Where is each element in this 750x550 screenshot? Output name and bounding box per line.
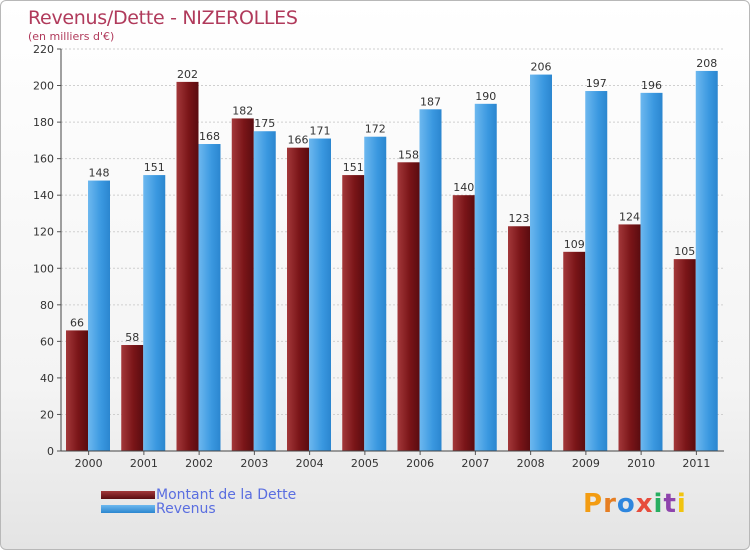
y-tick-label: 20 — [40, 408, 54, 421]
bar-debt-2004 — [287, 147, 309, 451]
data-label: 140 — [453, 181, 474, 194]
bar-revenue-2004 — [309, 138, 331, 451]
data-label: 187 — [420, 95, 441, 108]
data-label: 208 — [696, 57, 717, 70]
y-tick-label: 120 — [33, 226, 54, 239]
y-tick-label: 80 — [40, 299, 54, 312]
data-label: 124 — [619, 210, 640, 223]
x-tick-label: 2010 — [627, 457, 655, 470]
data-label: 158 — [398, 148, 419, 161]
proxiti-logo: Proxiti — [583, 489, 687, 519]
legend-swatch-debt — [101, 491, 155, 499]
y-tick-label: 220 — [33, 43, 54, 56]
data-label: 123 — [509, 212, 530, 225]
data-label: 172 — [365, 123, 386, 136]
bar-debt-2000 — [66, 330, 88, 451]
x-tick-label: 2001 — [130, 457, 158, 470]
y-tick-label: 40 — [40, 372, 54, 385]
data-label: 171 — [310, 125, 331, 138]
x-tick-label: 2004 — [296, 457, 324, 470]
bar-debt-2002 — [176, 81, 199, 452]
chart-subtitle: (en milliers d'€) — [28, 30, 115, 43]
bar-revenue-2000 — [88, 180, 110, 451]
data-label: 166 — [288, 134, 309, 147]
data-label: 175 — [254, 117, 275, 130]
y-tick-label: 60 — [40, 335, 54, 348]
data-label: 197 — [586, 77, 607, 90]
bar-revenue-2011 — [695, 70, 718, 451]
data-label: 109 — [564, 238, 585, 251]
x-tick-label: 2009 — [572, 457, 600, 470]
bar-revenue-2002 — [198, 144, 221, 451]
bar-debt-2005 — [342, 175, 365, 451]
bar-debt-2009 — [563, 251, 586, 451]
x-tick-label: 2008 — [517, 457, 545, 470]
data-label: 206 — [531, 61, 552, 74]
data-label: 182 — [232, 104, 253, 117]
y-tick-label: 180 — [33, 116, 54, 129]
bar-revenue-2007 — [474, 103, 497, 452]
data-label: 196 — [641, 79, 662, 92]
data-label: 202 — [177, 68, 198, 81]
x-tick-label: 2002 — [185, 457, 213, 470]
data-label: 105 — [674, 245, 695, 258]
y-tick-label: 200 — [33, 80, 54, 93]
y-tick-label: 100 — [33, 262, 54, 275]
x-tick-label: 2007 — [461, 457, 489, 470]
data-label: 58 — [125, 331, 139, 344]
legend-label-revenue: Revenus — [156, 501, 216, 517]
bar-revenue-2006 — [419, 109, 442, 452]
bar-revenue-2008 — [530, 74, 552, 451]
bar-revenue-2005 — [364, 136, 387, 451]
x-tick-label: 2011 — [682, 457, 710, 470]
data-label: 190 — [475, 90, 496, 103]
bar-debt-2001 — [121, 345, 144, 451]
x-tick-label: 2003 — [240, 457, 268, 470]
y-tick-label: 0 — [47, 445, 54, 458]
x-tick-label: 2006 — [406, 457, 434, 470]
bar-debt-2010 — [618, 224, 641, 451]
bar-revenue-2001 — [143, 175, 166, 451]
legend-swatch-revenue — [101, 505, 155, 513]
y-tick-label: 140 — [33, 189, 54, 202]
x-tick-label: 2000 — [75, 457, 103, 470]
data-label: 148 — [89, 167, 110, 180]
chart-title: Revenus/Dette - NIZEROLLES — [28, 7, 298, 29]
legend-label-debt: Montant de la Dette — [156, 487, 297, 503]
bar-revenue-2009 — [585, 91, 608, 451]
x-tick-label: 2005 — [351, 457, 379, 470]
data-label: 168 — [199, 130, 220, 143]
bar-revenue-2003 — [253, 131, 276, 451]
bar-debt-2003 — [231, 118, 254, 451]
bar-revenue-2010 — [640, 92, 663, 451]
data-label: 151 — [343, 161, 364, 174]
y-tick-label: 160 — [33, 153, 54, 166]
bar-debt-2011 — [673, 259, 696, 451]
bar-debt-2007 — [452, 195, 475, 451]
data-label: 151 — [144, 161, 165, 174]
bar-debt-2006 — [397, 162, 420, 452]
bar-debt-2008 — [508, 226, 530, 451]
data-label: 66 — [70, 316, 84, 329]
